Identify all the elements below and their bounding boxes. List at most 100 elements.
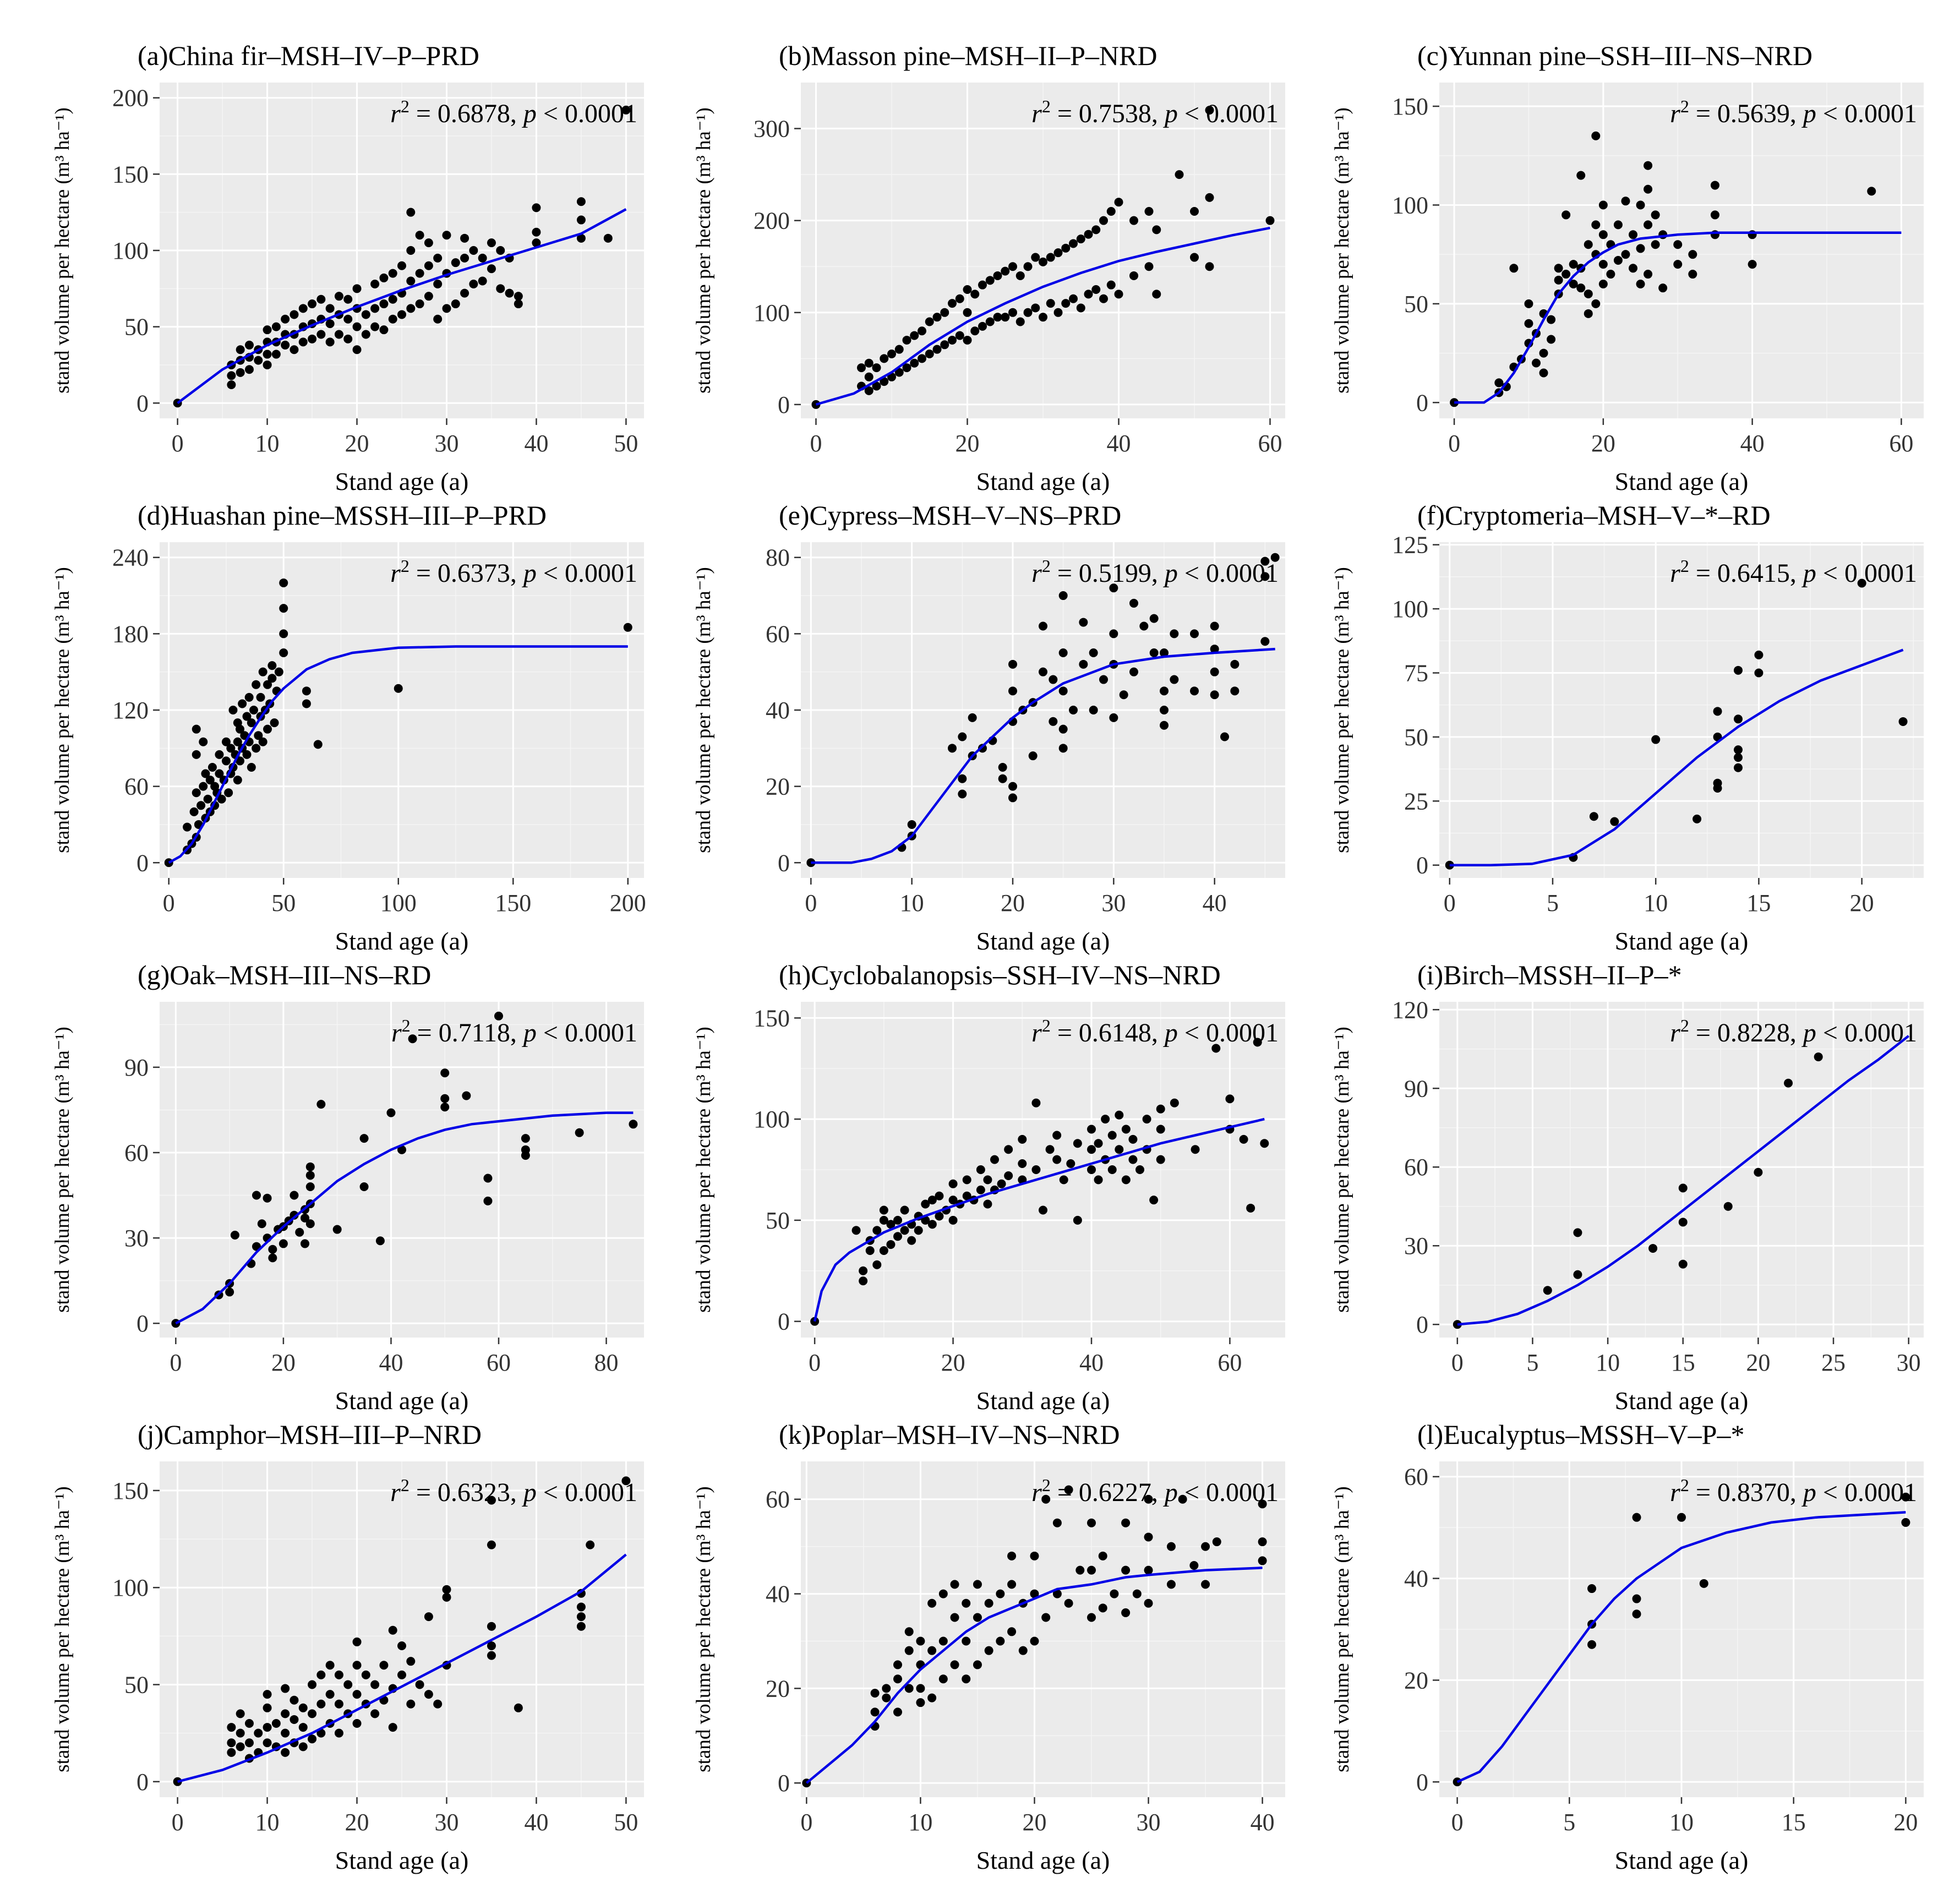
y-tick-label: 50 xyxy=(124,314,149,341)
data-point xyxy=(247,762,256,772)
x-tick-label: 30 xyxy=(1101,890,1126,916)
data-point xyxy=(629,1120,638,1129)
data-point xyxy=(302,699,311,708)
chart-panel-g: (g)Oak–MSH–III–NS–RD 0 20 40 60 80 0 30 60 90 Stan… xyxy=(51,959,644,1415)
data-point xyxy=(1053,308,1063,317)
data-point xyxy=(998,762,1007,772)
data-point xyxy=(192,788,201,798)
data-point xyxy=(880,354,889,363)
data-point xyxy=(462,1091,471,1100)
data-point xyxy=(271,350,281,359)
data-point xyxy=(918,354,926,363)
data-point xyxy=(1098,1551,1107,1560)
data-point xyxy=(978,321,987,331)
data-point xyxy=(1045,1145,1055,1154)
data-point xyxy=(1073,1215,1082,1225)
p-less-than: < xyxy=(1178,1018,1206,1047)
data-point xyxy=(1258,1537,1267,1547)
data-point xyxy=(290,1715,299,1724)
x-tick-label: 20 xyxy=(271,1349,296,1376)
r2-value: 0.7118 xyxy=(439,1018,510,1047)
p-less-than: < xyxy=(537,1018,565,1047)
y-tick-label: 0 xyxy=(137,1769,149,1796)
data-point xyxy=(872,381,881,391)
data-point xyxy=(252,1191,261,1200)
data-point xyxy=(621,105,631,114)
data-point xyxy=(1178,1494,1187,1504)
fit-curve xyxy=(168,645,628,864)
data-point xyxy=(1210,645,1219,654)
data-point xyxy=(406,246,416,255)
data-point xyxy=(623,623,632,632)
data-point xyxy=(478,253,487,263)
data-point xyxy=(203,794,212,804)
data-point xyxy=(1166,1580,1176,1589)
plot-area xyxy=(1439,1002,1924,1338)
r-equals: = xyxy=(1051,1478,1079,1507)
data-point xyxy=(1031,1165,1041,1174)
y-tick-label: 0 xyxy=(778,1308,790,1335)
data-point xyxy=(1509,264,1519,273)
data-point xyxy=(514,299,523,309)
x-tick-label: 60 xyxy=(1218,1349,1242,1376)
data-point xyxy=(263,1193,272,1203)
data-point xyxy=(1039,667,1047,676)
data-point xyxy=(1028,751,1038,761)
fit-curve xyxy=(177,208,627,405)
r-squared-exponent: 2 xyxy=(401,96,410,116)
data-point xyxy=(921,1199,930,1209)
data-point xyxy=(1115,1110,1124,1120)
data-point xyxy=(290,345,299,354)
data-point xyxy=(1156,1104,1165,1114)
data-point xyxy=(252,744,261,753)
chart-panel-d: (d)Huashan pine–MSSH–III–P–PRD 0 50 100 150 2… xyxy=(51,500,646,955)
data-point xyxy=(379,273,389,282)
data-point xyxy=(263,1738,272,1748)
p-symbol: p xyxy=(522,1478,537,1507)
r-symbol: r xyxy=(1031,99,1042,128)
r-squared-exponent: 2 xyxy=(1042,556,1051,576)
x-tick-label: 10 xyxy=(255,430,280,457)
data-point xyxy=(576,1612,586,1622)
data-point xyxy=(227,1723,236,1732)
y-tick-label: 60 xyxy=(1404,1464,1428,1491)
data-point xyxy=(1632,1513,1641,1522)
data-point xyxy=(1061,243,1071,253)
x-tick-label: 0 xyxy=(810,430,822,457)
y-tick-label: 50 xyxy=(1404,291,1428,318)
r-symbol: r xyxy=(1031,1018,1042,1047)
y-tick-label: 50 xyxy=(124,1671,149,1698)
data-point xyxy=(1220,732,1229,741)
x-axis-label: Stand age (a) xyxy=(976,927,1110,955)
y-tick-label: 100 xyxy=(1392,192,1428,219)
data-point xyxy=(1084,290,1093,299)
p-less-than: < xyxy=(537,1478,565,1507)
data-point xyxy=(388,269,397,278)
data-point xyxy=(1230,686,1240,696)
data-point xyxy=(279,604,288,613)
data-point xyxy=(1079,659,1088,669)
data-point xyxy=(851,1226,861,1235)
x-tick-label: 0 xyxy=(170,1349,182,1376)
r-squared-exponent: 2 xyxy=(1680,1475,1689,1495)
data-point xyxy=(1039,257,1047,266)
data-point xyxy=(1636,200,1645,210)
fit-curve xyxy=(175,1111,634,1325)
y-tick-label: 20 xyxy=(766,1675,790,1702)
data-point xyxy=(201,769,210,778)
data-point xyxy=(1265,216,1275,225)
data-point xyxy=(375,1236,385,1246)
data-point xyxy=(1260,637,1270,646)
data-point xyxy=(1128,1134,1138,1144)
data-point xyxy=(963,285,972,294)
data-point xyxy=(870,1688,880,1698)
data-point xyxy=(281,1728,290,1738)
stat-separator: , xyxy=(1790,1478,1803,1507)
data-point xyxy=(352,322,362,331)
data-point xyxy=(415,299,424,309)
data-point xyxy=(1658,283,1668,293)
data-point xyxy=(983,1175,992,1185)
data-point xyxy=(1114,198,1123,207)
x-tick-label: 50 xyxy=(614,430,638,457)
data-point xyxy=(1554,275,1563,285)
